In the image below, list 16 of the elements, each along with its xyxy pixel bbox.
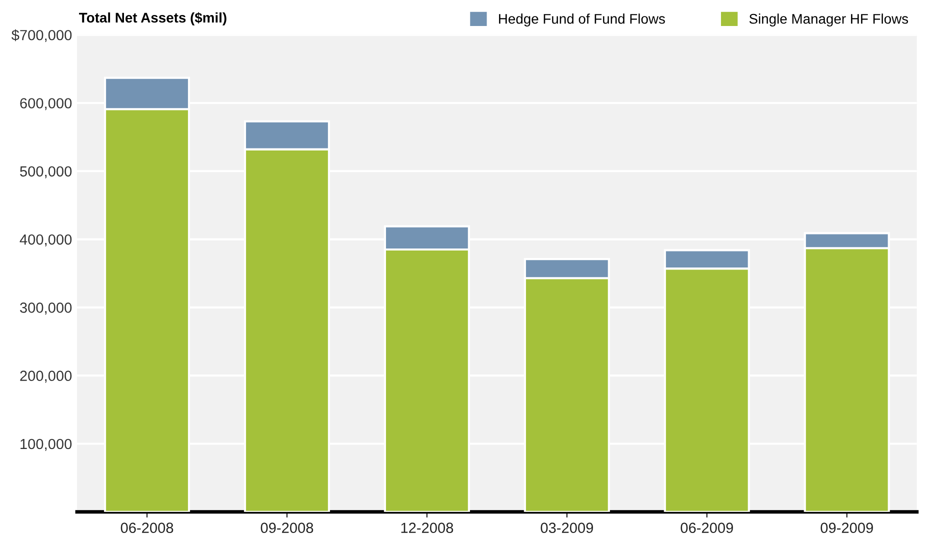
y-tick-label: 100,000 [20,438,72,451]
x-tick-label: 06-2008 [120,522,174,534]
chart-title: Total Net Assets ($mil) [79,12,226,26]
x-tick-label: 09-2008 [260,522,314,534]
x-tick-label: 09-2009 [820,522,873,534]
y-tick-label: 300,000 [20,302,72,315]
y-tick-label: 400,000 [20,234,72,246]
x-tick-label: 03-2009 [540,522,593,534]
x-tick-label: 06-2009 [680,522,733,534]
y-tick-label: 200,000 [20,370,72,383]
legend-label: Single Manager HF Flows [749,14,908,27]
x-tick-label: 12-2008 [401,522,454,534]
legend-label: Hedge Fund of Fund Flows [499,14,665,27]
y-tick-label: 600,000 [20,98,72,110]
y-tick-label: 500,000 [20,166,72,178]
y-tick-label: $700,000 [12,29,72,42]
